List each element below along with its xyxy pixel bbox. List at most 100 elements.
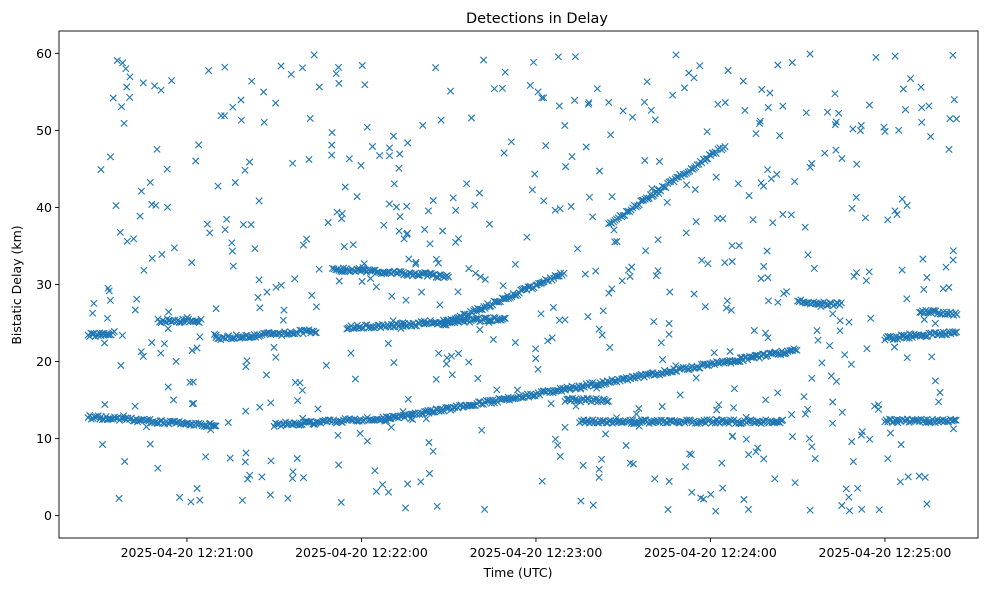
data-point [773,170,781,178]
data-point [669,91,677,99]
data-point [585,193,594,201]
data-point [404,480,412,488]
data-point [805,435,814,443]
data-point [663,198,671,206]
data-point [718,459,726,467]
data-point [744,356,752,364]
data-point [662,419,670,427]
data-point [924,309,932,317]
data-point [287,70,295,78]
data-point [121,457,129,466]
data-point [696,364,704,372]
data-point [293,454,301,463]
data-point [256,304,264,312]
data-point [223,215,231,223]
x-tick-label: 2025-04-20 12:24:00 [644,545,777,560]
data-point [897,331,906,339]
data-point [471,201,479,209]
data-point [289,159,297,167]
data-point [829,419,837,427]
data-point [172,357,180,365]
data-point [804,251,812,259]
data-point [848,204,856,212]
data-point [157,349,165,357]
data-point [89,309,97,317]
data-point [366,274,375,283]
data-point [226,454,234,462]
data-point [197,315,205,323]
data-point [363,437,371,445]
data-point [454,235,463,243]
data-point [146,178,154,186]
data-point [573,245,582,253]
data-point [835,109,843,117]
data-point [471,269,480,277]
data-point [432,375,440,383]
data-point [884,455,892,463]
data-point [618,375,626,383]
data-point [279,316,287,324]
data-point [589,213,597,221]
data-point [791,178,799,186]
data-point [418,288,426,296]
x-tick-label: 2025-04-20 12:23:00 [470,545,603,560]
data-point [766,89,774,97]
data-point [146,440,154,448]
data-point [572,402,580,410]
data-point [443,404,452,412]
data-point [540,197,548,205]
data-point [123,83,131,91]
data-point [475,189,484,197]
data-point [519,394,527,402]
data-point [476,326,484,334]
data-point [658,402,666,411]
data-point [256,332,264,340]
data-point [389,317,397,325]
data-point [801,410,809,418]
data-point [838,154,846,163]
data-point [139,79,147,87]
data-point [267,457,275,465]
data-point [697,494,705,502]
data-point [131,402,139,410]
data-point [619,107,627,115]
data-point [399,319,407,327]
data-point [583,395,591,403]
data-point [140,266,148,274]
data-point [123,237,131,245]
data-point [837,299,845,307]
data-point [210,330,219,338]
data-point [112,202,120,210]
data-point [443,354,451,362]
data-point [153,419,161,427]
data-point [886,429,895,437]
data-point [848,438,856,446]
data-point [924,418,932,426]
data-point [949,256,957,264]
data-point [338,215,346,223]
data-point [535,279,543,287]
data-point [106,153,115,161]
data-point [389,132,398,140]
data-point [551,387,559,395]
data-point [255,276,263,284]
data-point [251,245,259,253]
data-point [396,213,404,221]
data-point [205,67,213,75]
data-point [635,404,643,413]
data-point [723,297,731,305]
y-tick-label: 40 [36,200,52,215]
y-tick-label: 50 [36,123,52,138]
data-point [764,274,772,282]
data-point [881,127,889,135]
data-point [903,201,911,209]
data-point [340,243,348,251]
data-point [831,121,839,129]
data-point [681,463,690,471]
data-point [478,400,486,408]
data-point [654,236,662,244]
data-point [841,351,849,359]
data-point [698,256,706,264]
data-point [903,295,911,303]
data-point [740,495,748,504]
